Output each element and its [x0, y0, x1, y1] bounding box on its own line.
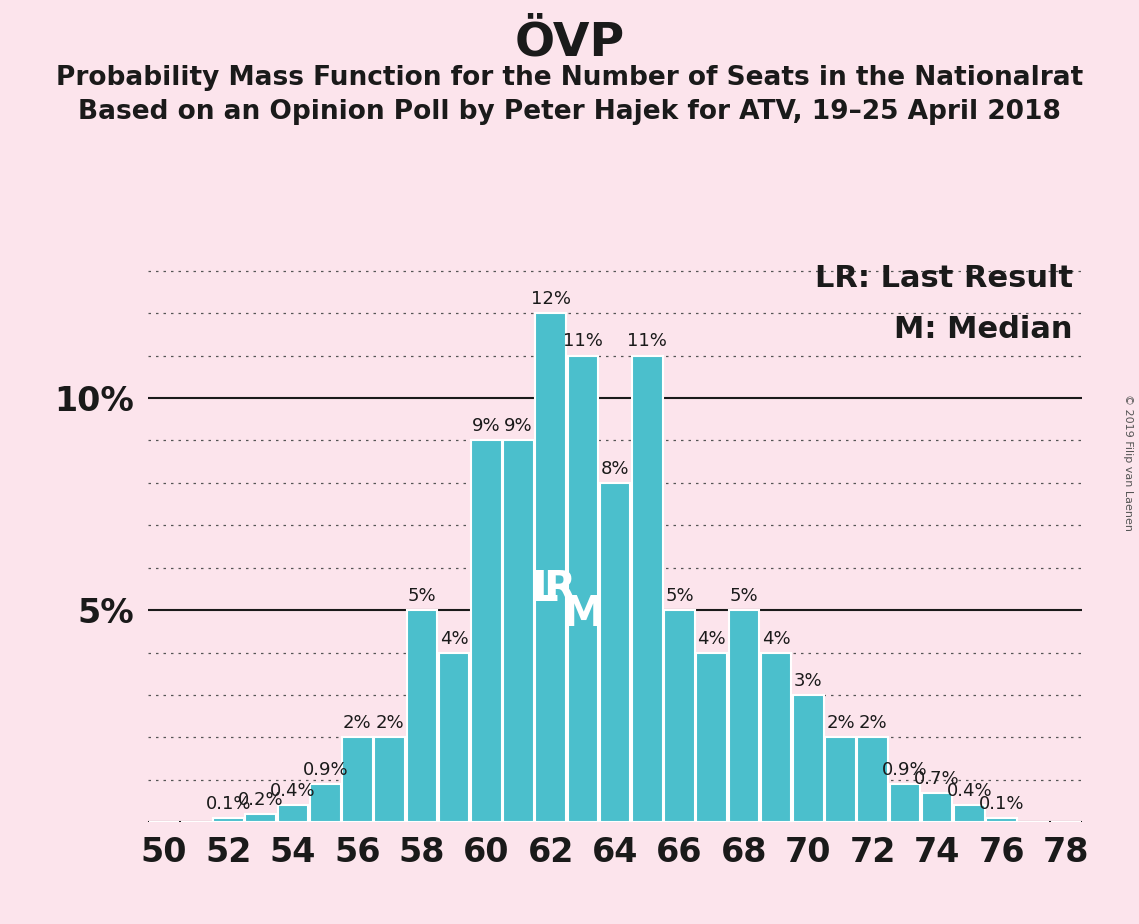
Text: 4%: 4%: [440, 629, 468, 648]
Text: 0.1%: 0.1%: [978, 795, 1024, 813]
Text: R: R: [542, 568, 575, 610]
Text: 5%: 5%: [730, 587, 759, 605]
Text: M: M: [563, 593, 604, 636]
Bar: [761, 652, 792, 822]
Text: Based on an Opinion Poll by Peter Hajek for ATV, 19–25 April 2018: Based on an Opinion Poll by Peter Hajek …: [79, 99, 1060, 125]
Bar: [696, 652, 727, 822]
Bar: [278, 806, 309, 822]
Text: 0.4%: 0.4%: [947, 783, 992, 800]
Text: 0.7%: 0.7%: [915, 770, 960, 787]
Text: 0.9%: 0.9%: [302, 761, 349, 779]
Text: 5%: 5%: [665, 587, 694, 605]
Bar: [729, 610, 760, 822]
Text: Probability Mass Function for the Number of Seats in the Nationalrat: Probability Mass Function for the Number…: [56, 65, 1083, 91]
Text: 8%: 8%: [600, 460, 630, 478]
Bar: [986, 818, 1017, 822]
Bar: [342, 737, 372, 822]
Text: M: Median: M: Median: [894, 315, 1073, 345]
Text: 0.1%: 0.1%: [206, 795, 252, 813]
Bar: [503, 441, 534, 822]
Bar: [213, 818, 244, 822]
Text: 4%: 4%: [697, 629, 726, 648]
Text: 0.9%: 0.9%: [882, 761, 928, 779]
Bar: [890, 784, 920, 822]
Bar: [310, 784, 341, 822]
Text: 2%: 2%: [376, 714, 404, 733]
Text: 11%: 11%: [628, 333, 667, 350]
Bar: [858, 737, 888, 822]
Bar: [246, 814, 276, 822]
Text: 0.4%: 0.4%: [270, 783, 316, 800]
Bar: [535, 313, 566, 822]
Text: 9%: 9%: [505, 418, 533, 435]
Text: ÖVP: ÖVP: [515, 20, 624, 66]
Text: 0.2%: 0.2%: [238, 791, 284, 808]
Text: 2%: 2%: [826, 714, 854, 733]
Text: © 2019 Filip van Laenen: © 2019 Filip van Laenen: [1123, 394, 1133, 530]
Bar: [567, 356, 598, 822]
Text: LR: Last Result: LR: Last Result: [814, 264, 1073, 293]
Bar: [664, 610, 695, 822]
Text: 5%: 5%: [408, 587, 436, 605]
Text: 11%: 11%: [563, 333, 603, 350]
Text: 12%: 12%: [531, 290, 571, 308]
Bar: [439, 652, 469, 822]
Bar: [375, 737, 405, 822]
Text: 3%: 3%: [794, 672, 822, 690]
Text: 9%: 9%: [472, 418, 500, 435]
Bar: [600, 483, 630, 822]
Text: 2%: 2%: [859, 714, 887, 733]
Bar: [793, 695, 823, 822]
Bar: [954, 806, 984, 822]
Bar: [826, 737, 855, 822]
Bar: [632, 356, 663, 822]
Text: 4%: 4%: [762, 629, 790, 648]
Text: 2%: 2%: [343, 714, 371, 733]
Bar: [470, 441, 501, 822]
Bar: [921, 793, 952, 822]
Bar: [407, 610, 437, 822]
Text: L: L: [532, 568, 558, 610]
